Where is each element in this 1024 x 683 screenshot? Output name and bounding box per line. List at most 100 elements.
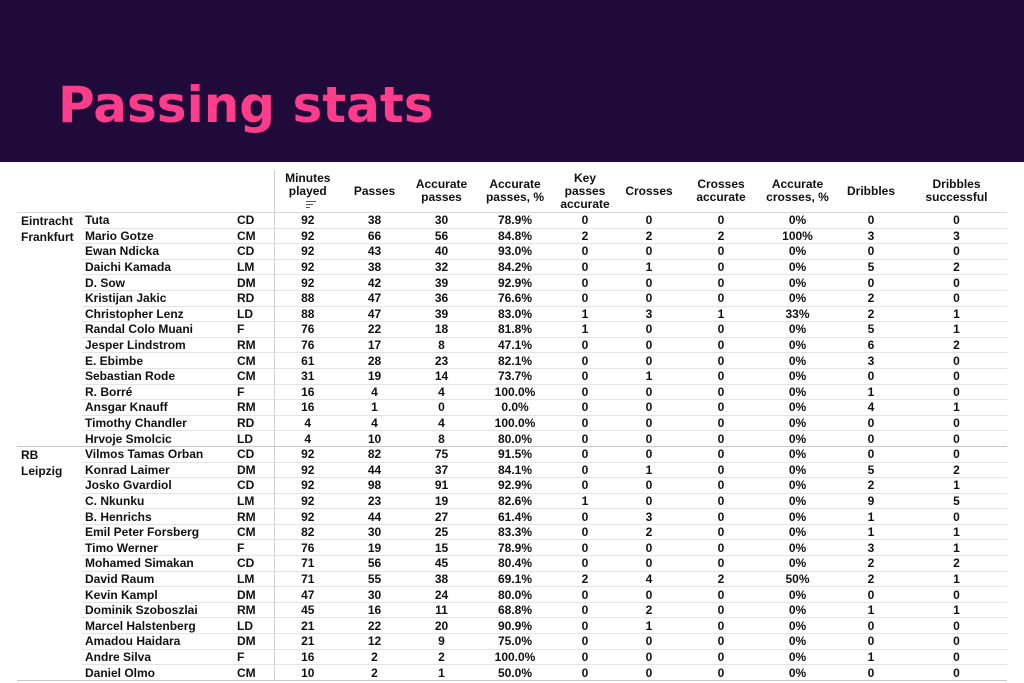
player-position: RM	[234, 337, 274, 354]
stat-cra: 0	[683, 602, 759, 619]
stat-key: 0	[555, 212, 615, 229]
stats-table-container: Minutes played Passes Accurate passes Accur…	[17, 170, 1007, 681]
stat-crp: 0%	[759, 508, 836, 525]
stat-drs: 0	[906, 586, 1007, 603]
stat-drs: 0	[906, 274, 1007, 291]
stat-cr: 2	[615, 602, 683, 619]
column-header-min[interactable]: Minutes played	[273, 170, 341, 213]
stat-cra: 0	[683, 477, 759, 494]
stat-drs: 0	[906, 664, 1007, 681]
stat-cr: 0	[615, 384, 683, 401]
team-name: Eintracht Frankfurt	[17, 212, 82, 447]
column-header-crp: Accurate crosses, %	[759, 170, 836, 213]
stat-cra: 0	[683, 321, 759, 338]
stat-cr: 0	[615, 212, 683, 229]
stat-accp: 78.9%	[475, 212, 555, 229]
stat-crp: 100%	[759, 228, 836, 245]
stat-drs: 0	[906, 633, 1007, 650]
stat-dr: 2	[836, 290, 906, 307]
player-name: Timo Werner	[82, 539, 234, 557]
player-position: F	[234, 649, 274, 666]
stat-passes: 19	[341, 368, 408, 385]
table-row: Konrad Laimer DM 92 44 37 84.1% 0 1 0 0% 5 2	[17, 462, 1007, 479]
stat-key: 0	[555, 555, 615, 572]
stat-acc: 0	[408, 399, 475, 416]
stat-min: 92	[273, 274, 341, 291]
stat-min: 21	[273, 633, 341, 650]
column-header-accp: Accurate passes, %	[475, 170, 555, 213]
stat-accp: 100.0%	[475, 649, 555, 666]
sort-lines-icon[interactable]	[305, 200, 316, 209]
player-position: LM	[234, 493, 274, 510]
stat-accp: 61.4%	[475, 508, 555, 525]
stat-acc: 32	[408, 259, 475, 276]
player-name: Randal Colo Muani	[82, 321, 234, 338]
player-name: Emil Peter Forsberg	[82, 524, 234, 541]
stat-acc: 24	[408, 586, 475, 603]
stat-key: 1	[555, 306, 615, 323]
stat-acc: 38	[408, 571, 475, 588]
stat-cra: 0	[683, 586, 759, 603]
stat-cr: 0	[615, 352, 683, 369]
column-header-label: Key passes accurate	[560, 170, 610, 211]
table-row: E. Ebimbe CM 61 28 23 82.1% 0 0 0 0% 3 0	[17, 352, 1007, 369]
stat-key: 0	[555, 539, 615, 557]
stat-drs: 0	[906, 290, 1007, 307]
stat-drs: 1	[906, 539, 1007, 557]
stat-acc: 8	[408, 430, 475, 447]
stat-cra: 0	[683, 555, 759, 572]
stat-crp: 0%	[759, 259, 836, 276]
player-name: Konrad Laimer	[82, 462, 234, 479]
stat-dr: 1	[836, 524, 906, 541]
player-name: Daniel Olmo	[82, 664, 234, 681]
stat-passes: 38	[341, 212, 408, 229]
stat-crp: 0%	[759, 633, 836, 650]
stat-drs: 1	[906, 571, 1007, 588]
player-position: F	[234, 539, 274, 557]
stat-min: 92	[273, 243, 341, 260]
stat-crp: 0%	[759, 462, 836, 479]
stat-dr: 0	[836, 415, 906, 432]
stat-accp: 68.8%	[475, 602, 555, 619]
stat-min: 92	[273, 462, 341, 479]
player-position: CM	[234, 352, 274, 369]
stat-min: 31	[273, 368, 341, 385]
stat-drs: 1	[906, 477, 1007, 494]
stat-accp: 90.9%	[475, 617, 555, 635]
player-position: CM	[234, 228, 274, 245]
table-row: David Raum LM 71 55 38 69.1% 2 4 2 50% 2 1	[17, 571, 1007, 588]
stat-cra: 0	[683, 539, 759, 557]
player-name: Amadou Haidara	[82, 633, 234, 650]
stat-crp: 0%	[759, 384, 836, 401]
player-name: David Raum	[82, 571, 234, 588]
stat-acc: 19	[408, 493, 475, 510]
stat-min: 76	[273, 337, 341, 354]
stat-drs: 0	[906, 384, 1007, 401]
player-position: RM	[234, 508, 274, 525]
stat-passes: 16	[341, 602, 408, 619]
stat-acc: 40	[408, 243, 475, 260]
stat-min: 76	[273, 539, 341, 557]
stat-crp: 0%	[759, 649, 836, 666]
stat-passes: 38	[341, 259, 408, 276]
stat-cr: 0	[615, 290, 683, 307]
player-name: Vilmos Tamas Orban	[82, 446, 234, 463]
stat-key: 0	[555, 384, 615, 401]
stat-min: 82	[273, 524, 341, 541]
stat-min: 10	[273, 664, 341, 681]
stat-drs: 1	[906, 321, 1007, 338]
stat-key: 0	[555, 430, 615, 447]
player-name: Ewan Ndicka	[82, 243, 234, 260]
player-position: LM	[234, 259, 274, 276]
stat-key: 0	[555, 617, 615, 635]
stat-cra: 0	[683, 508, 759, 525]
stat-cr: 0	[615, 337, 683, 354]
stat-passes: 23	[341, 493, 408, 510]
stat-acc: 27	[408, 508, 475, 525]
stat-cra: 0	[683, 430, 759, 447]
stat-dr: 2	[836, 306, 906, 323]
player-position: DM	[234, 462, 274, 479]
stat-accp: 78.9%	[475, 539, 555, 557]
column-header-cra: Crosses accurate	[683, 170, 759, 213]
player-name: B. Henrichs	[82, 508, 234, 525]
